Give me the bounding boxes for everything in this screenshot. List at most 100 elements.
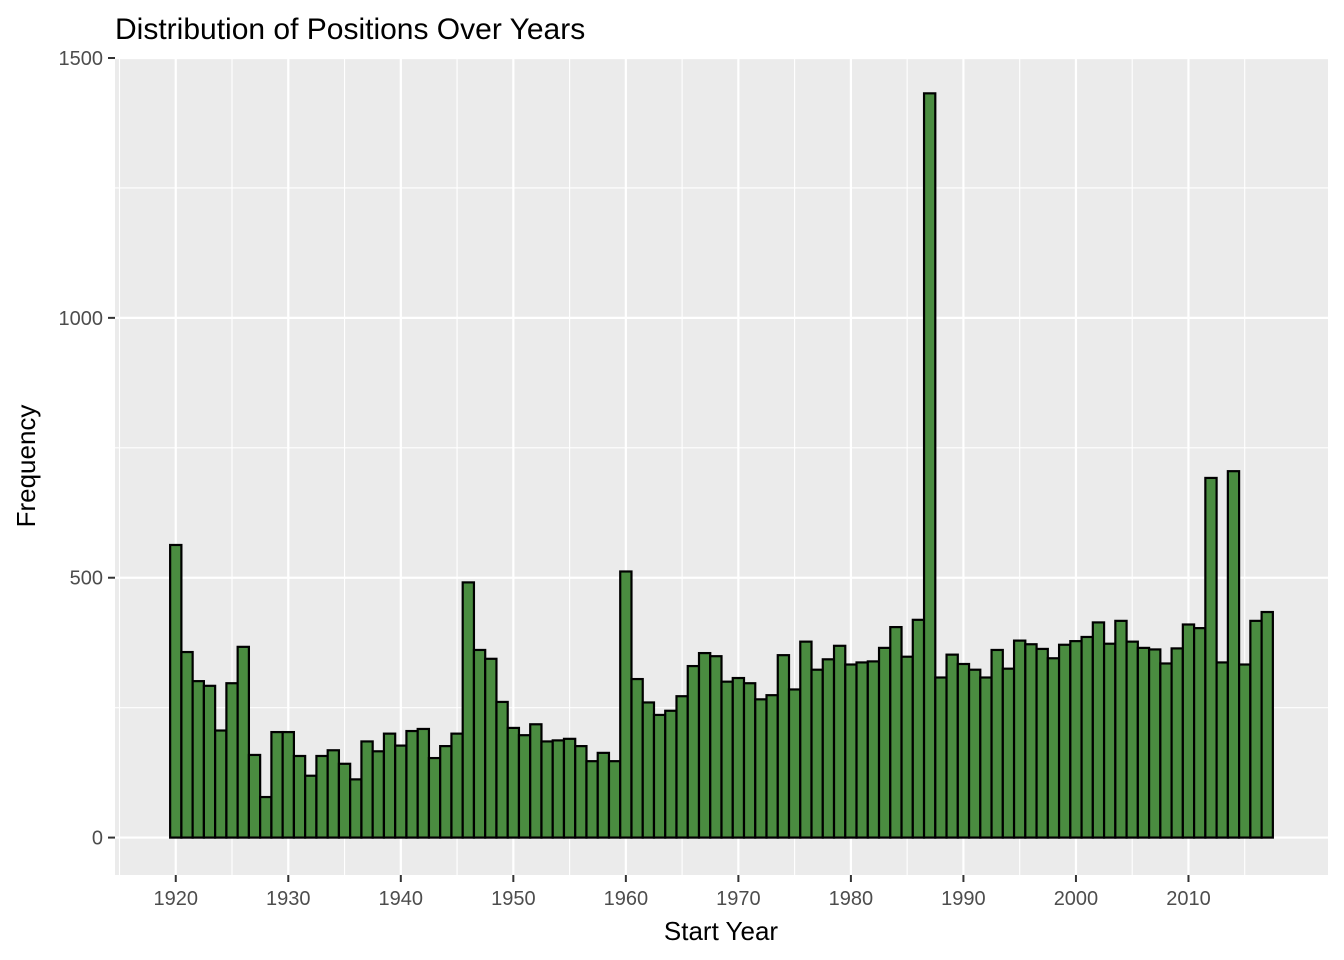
bar-1933 — [315, 754, 329, 839]
x-tick-label: 1970 — [716, 888, 761, 910]
x-tick-label: 1920 — [154, 888, 199, 910]
bar-1943 — [427, 756, 442, 839]
bar-2005 — [1125, 640, 1139, 839]
bar-1957 — [585, 760, 599, 839]
bar-1927 — [247, 753, 262, 839]
bar-1946 — [461, 581, 476, 839]
bar-1995 — [1012, 639, 1027, 839]
bar-1963 — [652, 713, 667, 839]
bar-1967 — [697, 651, 712, 839]
bar-1958 — [596, 751, 611, 839]
bar-1973 — [765, 694, 779, 839]
bar-1991 — [967, 668, 982, 839]
bar-2014 — [1226, 470, 1241, 839]
bar-1982 — [866, 660, 881, 839]
bar-1989 — [945, 653, 959, 839]
bar-1992 — [979, 676, 993, 839]
bar-2008 — [1159, 662, 1173, 839]
bar-2010 — [1181, 623, 1196, 839]
bar-1949 — [495, 700, 509, 839]
y-tick-label: 500 — [70, 568, 103, 590]
bar-1994 — [1001, 667, 1016, 839]
x-tick-label: 1930 — [266, 888, 311, 910]
bar-1932 — [304, 774, 318, 839]
bar-1954 — [551, 739, 566, 839]
bar-1961 — [630, 677, 644, 839]
bar-1948 — [484, 657, 498, 839]
bar-1974 — [776, 654, 791, 839]
bar-1928 — [259, 795, 273, 839]
bar-2000 — [1069, 640, 1083, 839]
bar-series — [169, 92, 1274, 839]
y-tick-label: 1000 — [59, 308, 104, 330]
bar-1993 — [990, 648, 1004, 839]
bar-1979 — [832, 644, 847, 839]
bar-1966 — [686, 664, 701, 839]
bar-1985 — [900, 655, 914, 839]
bar-1986 — [911, 618, 926, 839]
bar-1926 — [236, 645, 251, 839]
bar-1929 — [270, 730, 284, 839]
bar-1931 — [292, 754, 307, 839]
bar-1964 — [664, 709, 678, 839]
bar-1939 — [382, 732, 397, 839]
x-tick-label: 1950 — [491, 888, 536, 910]
bar-1938 — [371, 750, 386, 839]
bar-1972 — [754, 698, 768, 839]
bar-2009 — [1170, 647, 1184, 839]
bar-1921 — [180, 650, 194, 839]
bar-1978 — [821, 658, 836, 839]
bar-1940 — [394, 744, 408, 839]
bar-1922 — [191, 680, 205, 839]
bar-2011 — [1192, 627, 1207, 839]
bar-1955 — [562, 737, 577, 839]
y-axis: 0 500 1000 1500 — [59, 48, 115, 850]
bar-1924 — [214, 729, 228, 839]
bar-1975 — [787, 688, 802, 839]
bar-1959 — [607, 760, 622, 839]
bar-1960 — [619, 570, 633, 839]
x-tick-label: 1990 — [941, 888, 986, 910]
bar-1945 — [450, 732, 464, 839]
bar-1942 — [416, 727, 431, 839]
bar-1980 — [844, 663, 858, 839]
bar-2012 — [1204, 476, 1218, 839]
y-tick-label: 1500 — [59, 48, 104, 70]
bar-1941 — [405, 729, 419, 839]
bar-1997 — [1035, 647, 1049, 839]
x-tick-label: 1960 — [604, 888, 649, 910]
y-axis-title: Frequency — [11, 405, 41, 528]
bar-1923 — [202, 684, 217, 839]
x-axis-title: Start Year — [664, 916, 779, 946]
bar-2002 — [1091, 621, 1106, 839]
bar-1976 — [799, 640, 813, 839]
bar-2001 — [1080, 635, 1094, 839]
bar-1999 — [1057, 643, 1072, 839]
bar-1962 — [641, 701, 656, 839]
bar-1950 — [506, 726, 521, 839]
bar-1953 — [540, 740, 554, 839]
x-axis: 1920 1930 1940 1950 1960 1970 1980 1990 2000 2010 — [154, 875, 1211, 910]
bar-1920 — [169, 543, 183, 839]
bar-1925 — [225, 682, 239, 839]
bar-1930 — [281, 730, 296, 839]
bar-1970 — [731, 676, 746, 839]
bar-2006 — [1136, 646, 1151, 839]
x-tick-label: 1980 — [829, 888, 874, 910]
bar-1968 — [709, 655, 723, 839]
bar-2015 — [1238, 663, 1252, 839]
bar-1971 — [742, 682, 757, 839]
bar-2004 — [1114, 619, 1128, 839]
bar-1988 — [934, 676, 948, 839]
bar-2013 — [1215, 661, 1229, 839]
y-tick-label: 0 — [92, 828, 103, 850]
bar-1934 — [326, 749, 341, 839]
bar-1965 — [675, 695, 689, 839]
bar-1983 — [877, 646, 892, 839]
bar-2003 — [1102, 642, 1117, 839]
bar-1987 — [922, 92, 937, 839]
bar-1951 — [517, 734, 532, 839]
bar-1936 — [349, 778, 363, 839]
x-tick-label: 2000 — [1054, 888, 1099, 910]
